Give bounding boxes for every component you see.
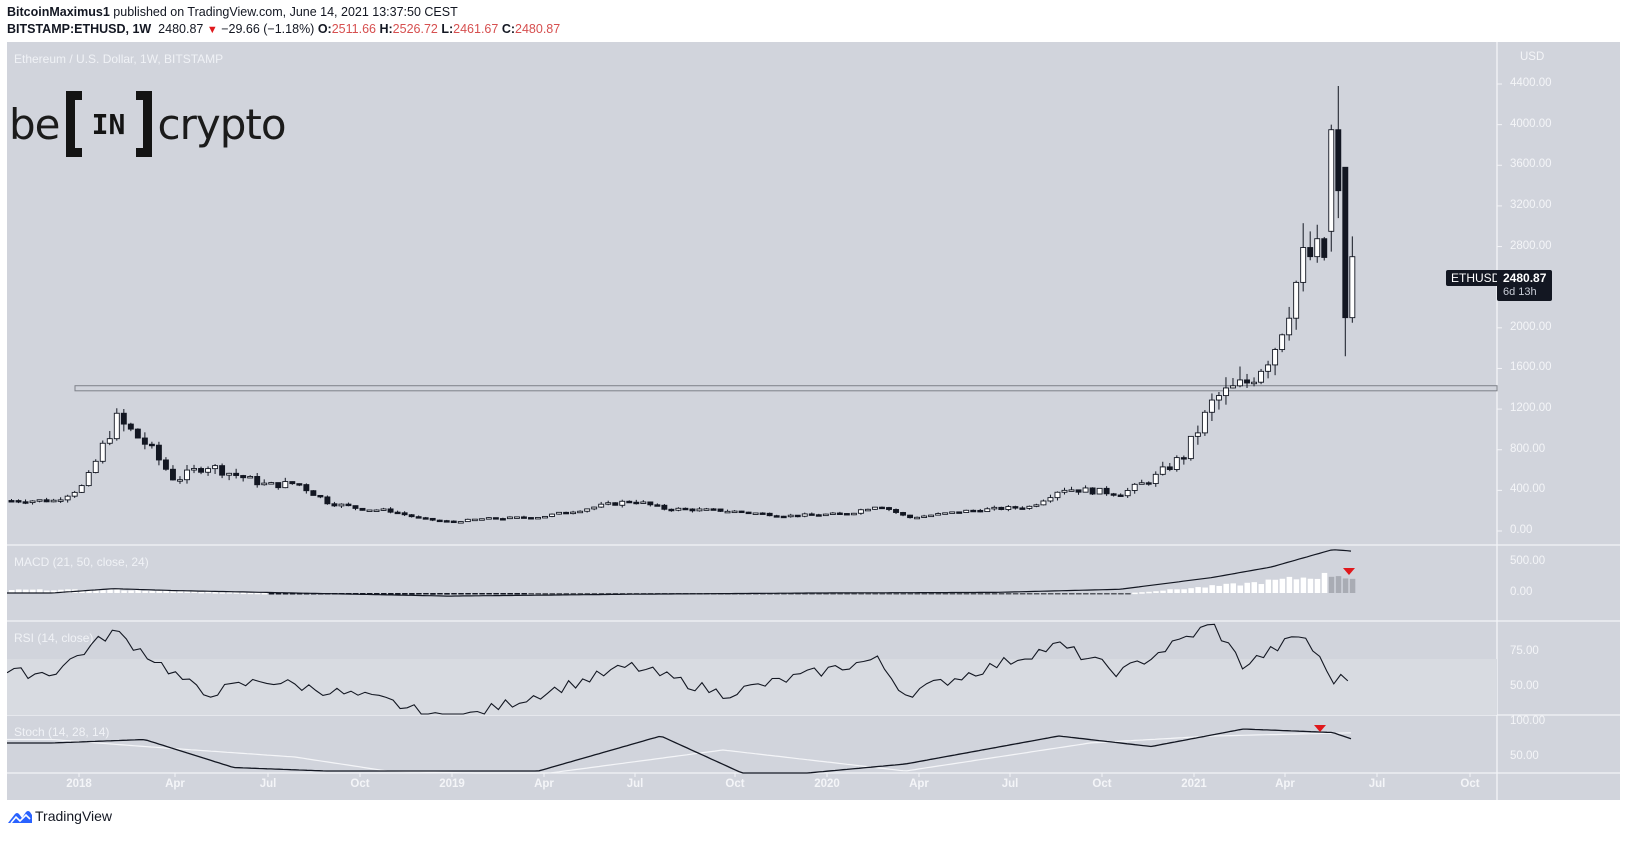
price-tick-label: 0.00 bbox=[1510, 524, 1533, 536]
logo-text-be: be bbox=[9, 99, 60, 149]
high-label: H: bbox=[379, 22, 393, 36]
price-tick-label: 800.00 bbox=[1510, 442, 1546, 455]
last-price: 2480.87 bbox=[158, 22, 204, 36]
price-change: −29.66 (−1.18%) bbox=[221, 22, 315, 36]
rsi-title: RSI (14, close) bbox=[14, 631, 94, 645]
chart-canvas[interactable] bbox=[7, 42, 1620, 800]
time-tick-label: Oct bbox=[725, 778, 745, 790]
time-tick-label: Apr bbox=[165, 778, 185, 790]
chart-container[interactable]: Ethereum / U.S. Dollar, 1W, BITSTAMP USD… bbox=[7, 42, 1620, 800]
logo-bracket-icon: IN bbox=[65, 91, 152, 157]
macd-tick-label: 500.00 bbox=[1510, 555, 1546, 567]
stoch-tick-label: 100.00 bbox=[1510, 715, 1546, 727]
price-tick-label: 3200.00 bbox=[1510, 198, 1552, 211]
beincrypto-logo: be IN crypto bbox=[9, 90, 287, 158]
price-tick-label: 4400.00 bbox=[1510, 77, 1552, 89]
macd-tick-label: 0.00 bbox=[1510, 586, 1533, 598]
rsi-tick-label: 75.00 bbox=[1510, 645, 1539, 657]
time-tick-label: Oct bbox=[1460, 778, 1480, 790]
price-tick-label: 2800.00 bbox=[1510, 239, 1552, 252]
rsi-tick-label: 50.00 bbox=[1510, 680, 1539, 692]
logo-text-in: IN bbox=[91, 107, 126, 141]
publish-header: BitcoinMaximus1 published on TradingView… bbox=[7, 4, 560, 39]
time-tick-label: 2019 bbox=[439, 778, 465, 790]
tradingview-footer[interactable]: TradingView bbox=[7, 808, 112, 824]
time-tick-label: Oct bbox=[1092, 778, 1112, 790]
last-price-tag: 2480.87 6d 13h bbox=[1497, 270, 1553, 301]
time-tick-label: Jul bbox=[1368, 778, 1386, 790]
price-tick-label: 2000.00 bbox=[1510, 320, 1552, 333]
time-tick-label: Jul bbox=[626, 778, 644, 790]
time-tick-label: 2021 bbox=[1181, 778, 1207, 790]
price-tick-label: 4000.00 bbox=[1510, 117, 1552, 130]
time-tick-label: 2020 bbox=[814, 778, 840, 790]
time-tick-label: 2018 bbox=[66, 778, 92, 790]
tradingview-brand: TradingView bbox=[35, 808, 113, 824]
price-tick-label: 1200.00 bbox=[1510, 402, 1552, 415]
time-tick-label: Jul bbox=[259, 778, 277, 790]
currency-label: USD bbox=[1520, 51, 1545, 63]
down-arrow-icon: ▼ bbox=[206, 24, 218, 36]
publish-line: BitcoinMaximus1 published on TradingView… bbox=[7, 4, 560, 21]
time-tick-label: Apr bbox=[534, 778, 554, 790]
published-text: published on TradingView.com, June 14, 2… bbox=[113, 5, 458, 19]
close-label: C: bbox=[501, 22, 516, 36]
low-label: L: bbox=[441, 22, 454, 36]
stoch-title: Stoch (14, 28, 14) bbox=[14, 725, 110, 739]
symbol-tag: ETHUSD bbox=[1446, 270, 1506, 286]
last-price-tag-value: 2480.87 bbox=[1503, 271, 1547, 285]
price-tick-label: 3600.00 bbox=[1510, 158, 1552, 171]
price-tick-label: 400.00 bbox=[1510, 483, 1546, 496]
time-tick-label: Apr bbox=[909, 778, 929, 790]
time-tick-label: Oct bbox=[350, 778, 370, 790]
low-value: 2461.67 bbox=[453, 22, 499, 36]
open-value: 2511.66 bbox=[331, 22, 376, 36]
high-value: 2526.72 bbox=[392, 22, 438, 36]
chart-title: Ethereum / U.S. Dollar, 1W, BITSTAMP bbox=[14, 52, 224, 66]
bar-countdown: 6d 13h bbox=[1503, 286, 1537, 298]
open-label: O: bbox=[317, 22, 332, 36]
price-tick-label: 1600.00 bbox=[1510, 361, 1552, 374]
author-name[interactable]: BitcoinMaximus1 bbox=[7, 5, 110, 19]
stoch-tick-label: 50.00 bbox=[1510, 750, 1539, 762]
macd-title: MACD (21, 50, close, 24) bbox=[14, 555, 149, 569]
ohlc-line: BITSTAMP:ETHUSD, 1W 2480.87 ▼ −29.66 (−1… bbox=[7, 21, 560, 39]
time-tick-label: Apr bbox=[1275, 778, 1295, 790]
time-tick-label: Jul bbox=[1001, 778, 1019, 790]
tradingview-logo-icon bbox=[8, 811, 32, 824]
close-value: 2480.87 bbox=[515, 22, 561, 36]
logo-text-crypto: crypto bbox=[157, 99, 287, 149]
symbol-label: BITSTAMP:ETHUSD, 1W bbox=[7, 22, 152, 36]
